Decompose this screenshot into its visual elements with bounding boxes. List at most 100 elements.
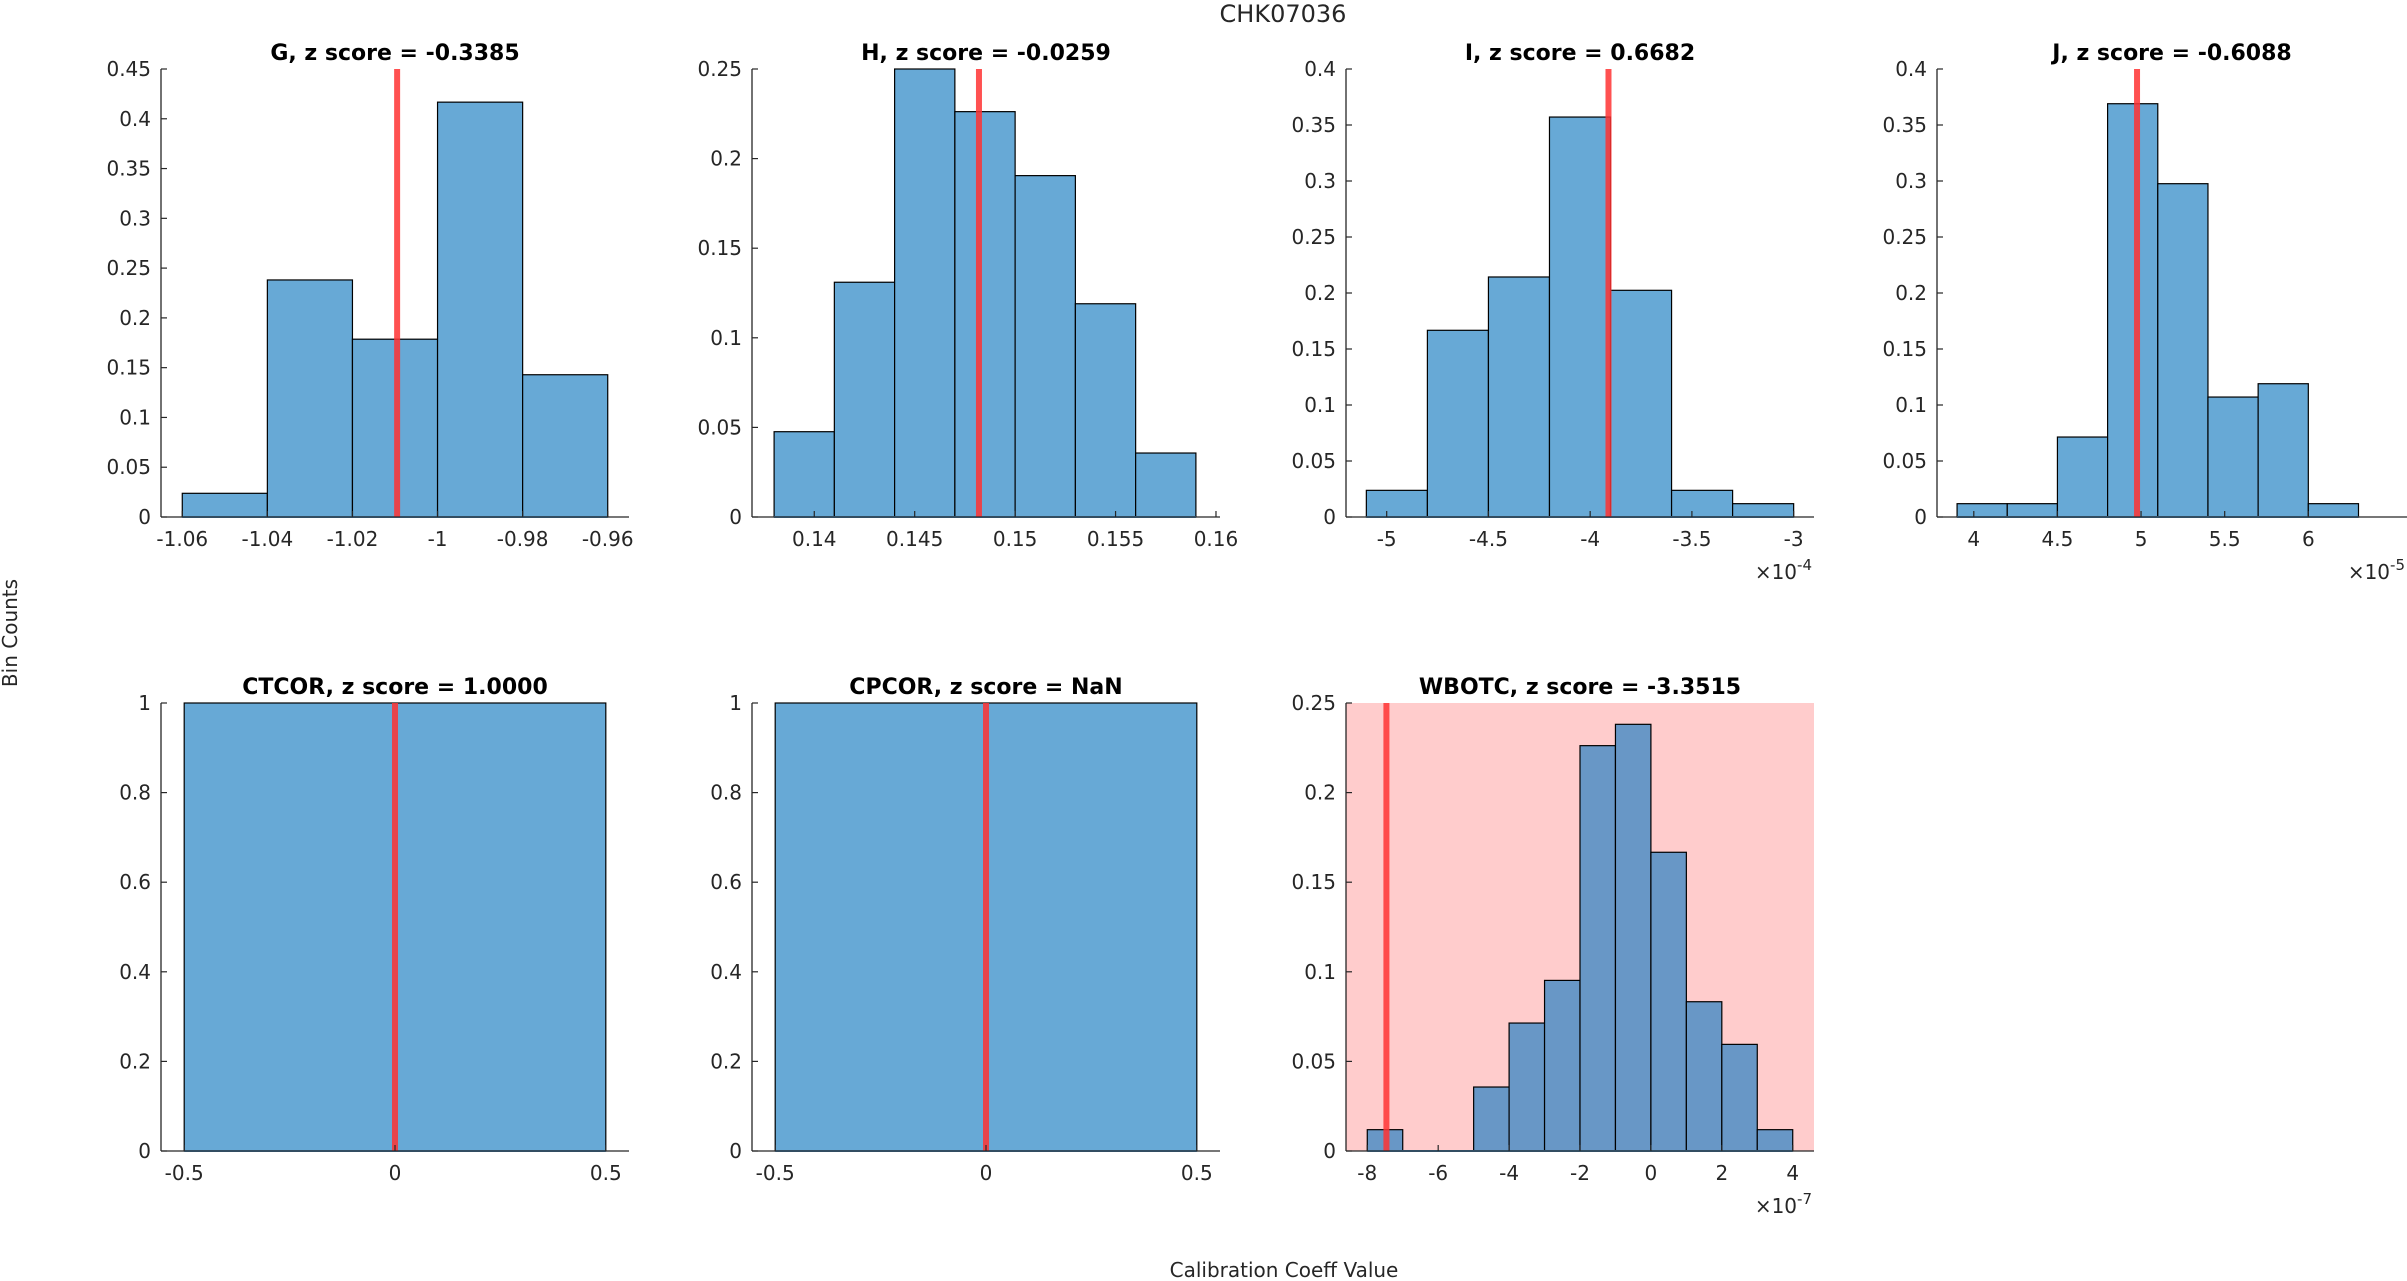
x-tick-label: 0.5 — [1181, 1161, 1213, 1185]
x-tick-label: 4 — [1786, 1161, 1799, 1185]
subplot-j: 0 0.05 0.1 0.15 0.2 0.25 0.3 0.35 0.4 4 4.5 5 5.5 6 ×1… — [1882, 41, 2407, 584]
y-tick-label: 0.25 — [1291, 691, 1336, 715]
y-tick-label: 0 — [1323, 505, 1336, 529]
y-tick-label: 0.25 — [1882, 225, 1927, 249]
x-tick-label: 0.15 — [993, 527, 1038, 551]
histogram-bar — [1135, 452, 1197, 518]
subplot-title: G, z score = -0.3385 — [270, 41, 519, 66]
y-tick-label: 0.2 — [119, 1049, 151, 1073]
x-tick-label: -8 — [1357, 1161, 1377, 1185]
y-tick-label: 0 — [138, 1139, 151, 1163]
histogram-bar — [522, 374, 609, 518]
y-tick-label: 0.2 — [1304, 781, 1336, 805]
subplot-h: 0 0.05 0.1 0.15 0.2 0.25 0.14 0.145 0.15 0.155 0.1… — [697, 41, 1238, 551]
histogram-bar — [1508, 1022, 1546, 1152]
x-tick-label: -0.96 — [582, 527, 634, 551]
y-tick-label: 0.8 — [119, 781, 151, 805]
histogram-bar — [1721, 1043, 1758, 1152]
x-tick-label: -2 — [1570, 1161, 1590, 1185]
y-tick-label: 1 — [729, 691, 742, 715]
histogram-bar — [1426, 329, 1490, 518]
x-exponent-label: ×10-7 — [1755, 1190, 1812, 1218]
histogram-bar — [1732, 503, 1795, 518]
y-tick-label: 0.2 — [119, 306, 151, 330]
y-tick-label: 0.35 — [1291, 113, 1336, 137]
histogram-bar — [436, 101, 524, 518]
histogram-bar — [2056, 436, 2109, 518]
subplot-g: 0 0.05 0.1 0.15 0.2 0.25 0.3 0.35 0.4 0.45 -1.06 -1… — [106, 41, 633, 551]
y-tick-label: 0.05 — [106, 455, 151, 479]
y-tick-label: 0.2 — [710, 147, 742, 171]
x-tick-label: 0.155 — [1087, 527, 1144, 551]
x-tick-label: 0 — [389, 1161, 402, 1185]
histogram-bar — [2307, 503, 2360, 518]
x-tick-label: 5.5 — [2209, 527, 2241, 551]
y-tick-label: 0.4 — [710, 960, 742, 984]
x-tick-label: -1.06 — [156, 527, 208, 551]
histogram-bar — [1756, 1129, 1794, 1152]
y-tick-label: 0 — [138, 505, 151, 529]
histogram-bar — [181, 492, 268, 518]
y-tick-label: 0.25 — [1291, 225, 1336, 249]
x-tick-label: -1.02 — [327, 527, 379, 551]
y-tick-label: 0.45 — [106, 57, 151, 81]
histogram-bar — [2107, 103, 2159, 518]
y-tick-label: 0.15 — [1882, 337, 1927, 361]
x-tick-label: 0.145 — [886, 527, 943, 551]
x-tick-label: -0.5 — [165, 1161, 204, 1185]
x-tick-label: 5 — [2135, 527, 2148, 551]
y-tick-label: 0.25 — [106, 256, 151, 280]
histogram-bar — [1365, 489, 1428, 518]
y-tick-label: 0.25 — [697, 57, 742, 81]
x-tick-label: 0.5 — [590, 1161, 622, 1185]
y-tick-label: 0.05 — [1882, 449, 1927, 473]
histogram-bar — [2006, 503, 2059, 518]
y-tick-label: 0.1 — [710, 326, 742, 350]
histogram-bar — [1473, 1086, 1510, 1152]
histogram-bar — [1487, 276, 1551, 518]
x-tick-label: 4.5 — [2042, 527, 2074, 551]
y-tick-label: 0.1 — [1304, 960, 1336, 984]
y-tick-label: 0.1 — [1895, 393, 1927, 417]
y-tick-label: 0.6 — [119, 870, 151, 894]
histogram-bar — [773, 431, 835, 518]
x-exponent-label: ×10-5 — [2348, 556, 2405, 584]
subplot-wbotc: 0 0.05 0.1 0.15 0.2 0.25 -8 -6 -4 -2 0 2 4 ×10-7 WBOTC… — [1291, 675, 1814, 1218]
subplot-title: I, z score = 0.6682 — [1465, 41, 1695, 66]
y-tick-label: 0.15 — [1291, 337, 1336, 361]
y-tick-label: 0.35 — [106, 157, 151, 181]
y-tick-label: 0 — [1914, 505, 1927, 529]
x-exponent-label: ×10-4 — [1755, 556, 1812, 584]
x-tick-label: 0 — [1645, 1161, 1658, 1185]
y-tick-label: 0.15 — [106, 356, 151, 380]
y-tick-label: 0.35 — [1882, 113, 1927, 137]
y-tick-label: 0 — [729, 505, 742, 529]
histogram-bar — [1670, 489, 1734, 518]
y-tick-label: 0.3 — [1895, 169, 1927, 193]
x-tick-label: 0 — [980, 1161, 993, 1185]
subplots: 00.050.10.150.20.250.30.350.40.45-1.06 -1… — [106, 41, 2407, 1218]
subplot-title: H, z score = -0.0259 — [861, 41, 1111, 66]
x-tick-label: -1 — [428, 527, 448, 551]
x-tick-label: -6 — [1428, 1161, 1448, 1185]
histogram-bar — [1014, 175, 1076, 518]
y-tick-label: 0.4 — [1304, 57, 1336, 81]
y-tick-label: 0.6 — [710, 870, 742, 894]
y-tick-label: 0.1 — [119, 405, 151, 429]
figure-title: CHK07036 — [1220, 0, 1347, 28]
subplot-title: CPCOR, z score = NaN — [849, 675, 1122, 700]
subplot-title: CTCOR, z score = 1.0000 — [242, 675, 548, 700]
y-tick-label: 0.05 — [1291, 449, 1336, 473]
x-tick-label: 0.16 — [1194, 527, 1239, 551]
y-tick-label: 0 — [729, 1139, 742, 1163]
y-tick-label: 0.2 — [1895, 281, 1927, 305]
histogram-bar — [1685, 1001, 1723, 1152]
y-tick-label: 0.05 — [1291, 1049, 1336, 1073]
x-tick-label: -3.5 — [1672, 527, 1711, 551]
y-tick-label: 0 — [1323, 1139, 1336, 1163]
subplot-title: J, z score = -0.6088 — [2050, 41, 2291, 66]
histogram-bar — [2157, 183, 2209, 518]
y-tick-label: 0.1 — [1304, 393, 1336, 417]
y-tick-label: 0.05 — [697, 415, 742, 439]
